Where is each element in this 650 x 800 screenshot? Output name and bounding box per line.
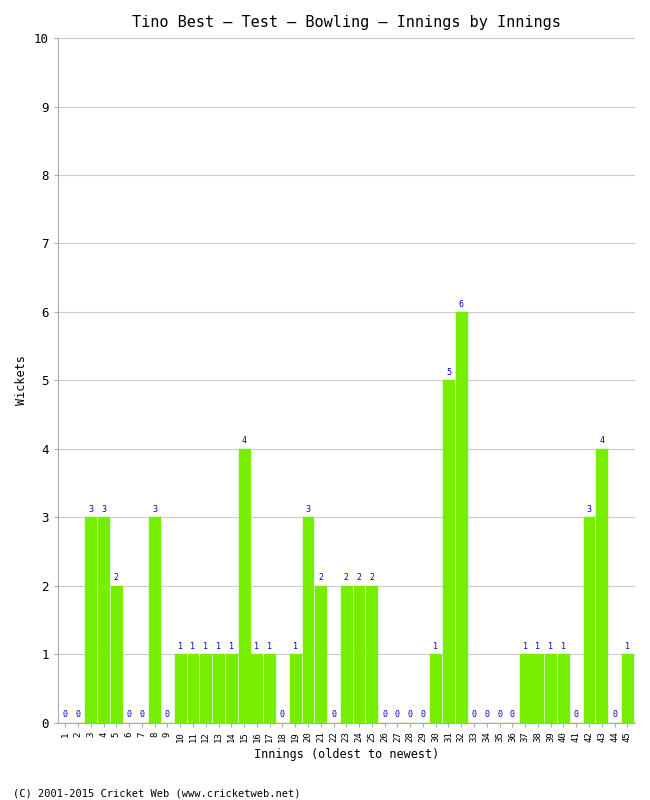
Text: 1: 1 [523,642,528,650]
Bar [111,586,122,722]
Bar [200,654,211,722]
Bar [150,518,160,722]
Bar [290,654,300,722]
Title: Tino Best – Test – Bowling – Innings by Innings: Tino Best – Test – Bowling – Innings by … [132,15,561,30]
Text: 0: 0 [408,710,413,719]
Text: 3: 3 [586,505,592,514]
Bar [443,380,454,722]
Text: 2: 2 [318,574,323,582]
Bar [239,449,250,722]
Text: 2: 2 [369,574,374,582]
Bar [226,654,237,722]
Bar [302,518,313,722]
Bar [354,586,365,722]
Text: 1: 1 [433,642,438,650]
Text: 1: 1 [254,642,259,650]
Text: 2: 2 [114,574,119,582]
Bar [264,654,275,722]
Bar [596,449,607,722]
Text: 1: 1 [625,642,630,650]
Bar [430,654,441,722]
Text: 0: 0 [574,710,578,719]
Text: 2: 2 [344,574,349,582]
Text: 1: 1 [216,642,221,650]
Bar [532,654,543,722]
Text: (C) 2001-2015 Cricket Web (www.cricketweb.net): (C) 2001-2015 Cricket Web (www.cricketwe… [13,788,300,798]
Text: 0: 0 [612,710,617,719]
Text: 0: 0 [165,710,170,719]
Text: 3: 3 [306,505,311,514]
Text: 0: 0 [139,710,144,719]
Text: 0: 0 [484,710,489,719]
Text: 4: 4 [242,437,246,446]
Text: 1: 1 [536,642,540,650]
Y-axis label: Wickets: Wickets [15,355,28,406]
Text: 0: 0 [421,710,426,719]
Text: 0: 0 [75,710,81,719]
Text: 1: 1 [548,642,553,650]
Bar [584,518,595,722]
Text: 1: 1 [177,642,183,650]
Text: 0: 0 [382,710,387,719]
Text: 5: 5 [446,368,451,377]
Text: 0: 0 [395,710,400,719]
Text: 3: 3 [88,505,94,514]
Text: 0: 0 [331,710,336,719]
Text: 4: 4 [599,437,605,446]
Text: 3: 3 [101,505,106,514]
Text: 1: 1 [267,642,272,650]
X-axis label: Innings (oldest to newest): Innings (oldest to newest) [254,748,439,761]
Bar [188,654,198,722]
Bar [175,654,186,722]
Bar [85,518,96,722]
Bar [98,518,109,722]
Bar [252,654,263,722]
Text: 1: 1 [203,642,208,650]
Text: 6: 6 [459,299,463,309]
Text: 0: 0 [471,710,476,719]
Bar [456,312,467,722]
Bar [213,654,224,722]
Bar [545,654,556,722]
Text: 0: 0 [63,710,68,719]
Text: 0: 0 [127,710,131,719]
Bar [558,654,569,722]
Text: 1: 1 [229,642,234,650]
Text: 1: 1 [561,642,566,650]
Text: 2: 2 [357,574,361,582]
Text: 0: 0 [497,710,502,719]
Bar [341,586,352,722]
Text: 3: 3 [152,505,157,514]
Bar [315,586,326,722]
Bar [367,586,377,722]
Text: 0: 0 [510,710,515,719]
Bar [520,654,530,722]
Bar [622,654,632,722]
Text: 0: 0 [280,710,285,719]
Text: 1: 1 [190,642,196,650]
Text: 1: 1 [292,642,298,650]
